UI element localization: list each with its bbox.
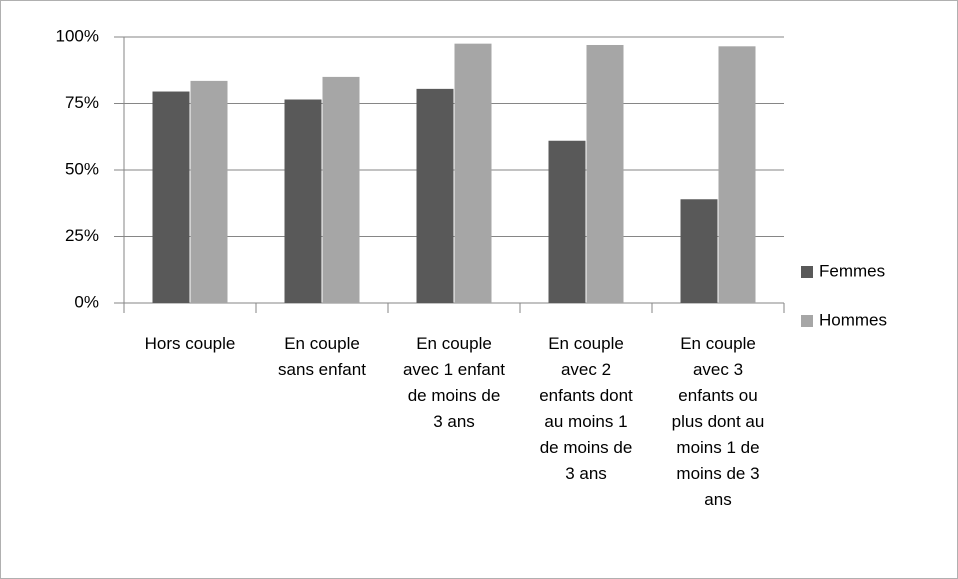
bar bbox=[680, 199, 718, 303]
x-tick-label: En couple avec 1 enfant de moins de 3 an… bbox=[402, 334, 506, 431]
x-tick-label: Hors couple bbox=[144, 334, 236, 353]
legend-swatch bbox=[801, 266, 813, 278]
bar bbox=[548, 140, 586, 303]
bar bbox=[454, 43, 492, 304]
bar bbox=[152, 91, 190, 303]
bar bbox=[190, 80, 228, 303]
y-tick-label: 0% bbox=[74, 292, 99, 311]
x-tick-label: En couple avec 3 enfants ou plus dont au… bbox=[671, 334, 765, 509]
bar bbox=[718, 46, 756, 304]
bar bbox=[322, 76, 360, 304]
y-tick-label: 50% bbox=[65, 159, 99, 178]
x-tick-label: En couple avec 2 enfants dont au moins 1… bbox=[539, 334, 633, 483]
bar bbox=[586, 44, 624, 303]
y-tick-label: 75% bbox=[65, 93, 99, 112]
x-tick-label: En couple sans enfant bbox=[278, 334, 366, 379]
bar bbox=[416, 88, 454, 304]
bar bbox=[284, 99, 322, 303]
y-tick-label: 100% bbox=[56, 26, 99, 45]
legend-label: Hommes bbox=[819, 310, 887, 329]
legend-swatch bbox=[801, 315, 813, 327]
y-tick-label: 25% bbox=[65, 226, 99, 245]
legend-label: Femmes bbox=[819, 261, 885, 280]
